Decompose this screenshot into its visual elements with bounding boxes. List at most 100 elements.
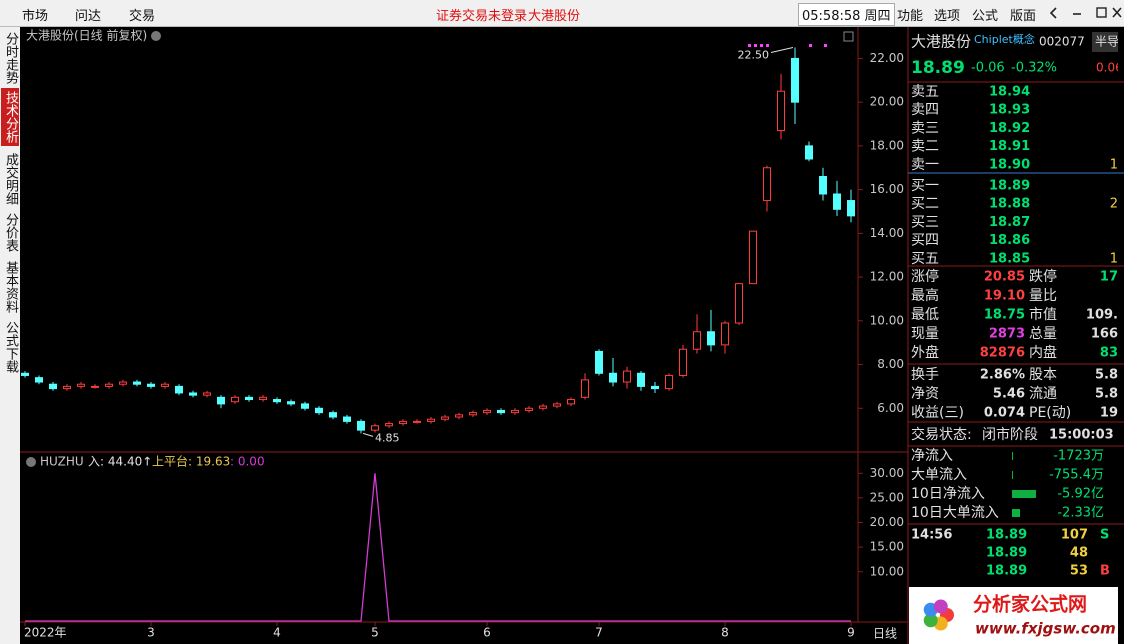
low-annotation: 4.85 xyxy=(375,431,400,444)
title-dropdown[interactable] xyxy=(151,31,161,41)
candle-body xyxy=(427,418,435,422)
candle-body xyxy=(413,420,421,423)
candle-body xyxy=(651,385,659,390)
side-tab[interactable]: 公式下载 xyxy=(3,321,18,373)
candle-body xyxy=(679,348,687,376)
candle-body xyxy=(805,145,813,160)
low-arrow xyxy=(362,432,374,437)
status-time: 15:00:03 xyxy=(1049,428,1114,443)
stat-value: 82876 xyxy=(980,346,1025,361)
menu-item[interactable]: 问达 xyxy=(75,9,102,24)
menu-item[interactable]: 交易 xyxy=(129,9,156,24)
side-tab-active[interactable]: 技术分析 xyxy=(1,88,19,146)
back-icon[interactable] xyxy=(1049,7,1057,19)
y-tick-label: 10.00 xyxy=(870,564,904,578)
candle-body xyxy=(371,425,379,431)
candle-body xyxy=(763,167,771,202)
indicator-line xyxy=(25,473,851,622)
side-tab[interactable]: 基本资料 xyxy=(3,261,18,313)
menu-tool[interactable]: 选项 xyxy=(934,9,961,24)
tick-volume: 107 xyxy=(1061,528,1088,543)
flow-value: -2.33亿 xyxy=(1057,506,1104,521)
x-tick-label: 3 xyxy=(147,626,155,640)
stat-label: 股本 xyxy=(1029,367,1057,383)
stat-value: 19.10 xyxy=(984,289,1025,304)
candle-body xyxy=(819,175,827,195)
candle-body xyxy=(119,381,127,385)
candle-body xyxy=(791,57,799,103)
candle-body xyxy=(483,409,491,414)
candle-body xyxy=(357,420,365,431)
stat-label: 涨停 xyxy=(911,268,939,285)
stat-label: 流通 xyxy=(1029,386,1057,402)
candle-body xyxy=(105,383,113,387)
candle-body xyxy=(623,370,631,383)
candle-body xyxy=(497,409,505,414)
high-annotation: 22.50 xyxy=(738,48,770,61)
book-label: 买四 xyxy=(911,233,939,249)
candle-body xyxy=(595,350,603,374)
candle-body xyxy=(287,401,295,405)
candle-body xyxy=(511,409,519,414)
stat-value: 17 xyxy=(1100,270,1118,285)
book-label: 买二 xyxy=(911,196,939,212)
maximize-icon[interactable] xyxy=(1096,7,1107,18)
x-tick-label: 8 xyxy=(721,626,729,640)
side-tab[interactable]: 成交明细 xyxy=(3,153,18,205)
stat-value: 5.8 xyxy=(1095,368,1118,383)
indicator-dropdown[interactable] xyxy=(26,457,36,467)
stat-label: PE(动) xyxy=(1029,405,1071,421)
book-label: 卖三 xyxy=(911,120,939,136)
menu-tool[interactable]: 功能 xyxy=(897,9,924,24)
book-price: 18.90 xyxy=(989,157,1030,172)
indicator-legend: : 0.00 xyxy=(230,455,265,469)
side-tab[interactable]: 分时走势 xyxy=(3,32,18,84)
panel-icon[interactable] xyxy=(843,31,854,42)
side-tab[interactable]: 分价表 xyxy=(3,212,18,252)
candle-body xyxy=(525,407,533,411)
flow-value: -1723万 xyxy=(1053,449,1104,464)
menu-bar: 市场 问达 交易 证券交易未登录 大港股份 05:58:58 周四 功能 选项 … xyxy=(0,0,1124,27)
candle-body xyxy=(567,399,575,405)
book-volume: 1 xyxy=(1110,251,1118,266)
tick-volume: 48 xyxy=(1070,546,1088,561)
candle-body xyxy=(175,385,183,394)
book-label: 卖五 xyxy=(911,84,939,100)
y-tick-label: 16.00 xyxy=(870,182,904,196)
book-price: 18.87 xyxy=(989,215,1030,230)
candle-body xyxy=(749,230,757,285)
window-controls[interactable] xyxy=(1044,4,1122,22)
concept-tag: Chiplet概念 xyxy=(974,32,1035,46)
logo-petal xyxy=(933,599,948,614)
x-tick-label: 9 xyxy=(847,626,855,640)
menu-tool[interactable]: 公式 xyxy=(972,9,999,24)
flow-value: -755.4万 xyxy=(1049,468,1104,483)
candle-body xyxy=(735,283,743,324)
period-label[interactable]: 日线 xyxy=(873,627,897,641)
candle-body xyxy=(21,372,29,376)
stat-label: 跌停 xyxy=(1029,268,1057,285)
x-tick-label: 7 xyxy=(595,626,603,640)
side-value: 0.06 xyxy=(1096,61,1123,75)
flow-label: 10日大单流入 xyxy=(911,505,999,521)
x-tick-label: 5 xyxy=(371,626,379,640)
tick-side: B xyxy=(1100,564,1110,579)
stock-code: 002077 xyxy=(1039,35,1085,49)
menu-tool[interactable]: 版面 xyxy=(1010,9,1037,24)
candle-body xyxy=(469,412,477,416)
book-price: 18.86 xyxy=(989,233,1030,248)
stat-label: 收益(三) xyxy=(911,405,964,421)
candle-body xyxy=(147,383,155,387)
candle-body xyxy=(847,200,855,217)
stat-label: 内盘 xyxy=(1029,344,1057,361)
book-volume: 1 xyxy=(1110,157,1118,172)
quote-panel: 大港股份 Chiplet概念 002077 半导 18.89 -0.06 -0.32% 0.0… xyxy=(909,32,1123,644)
candle-body xyxy=(273,399,281,403)
stat-value: 20.85 xyxy=(984,270,1025,285)
login-notice[interactable]: 证券交易未登录 xyxy=(436,9,528,24)
menu-item[interactable]: 市场 xyxy=(22,9,49,24)
indicator-legend: 入: 44.40↑ xyxy=(88,455,152,469)
last-price: 18.89 xyxy=(911,58,965,78)
close-icon[interactable] xyxy=(1112,7,1122,18)
